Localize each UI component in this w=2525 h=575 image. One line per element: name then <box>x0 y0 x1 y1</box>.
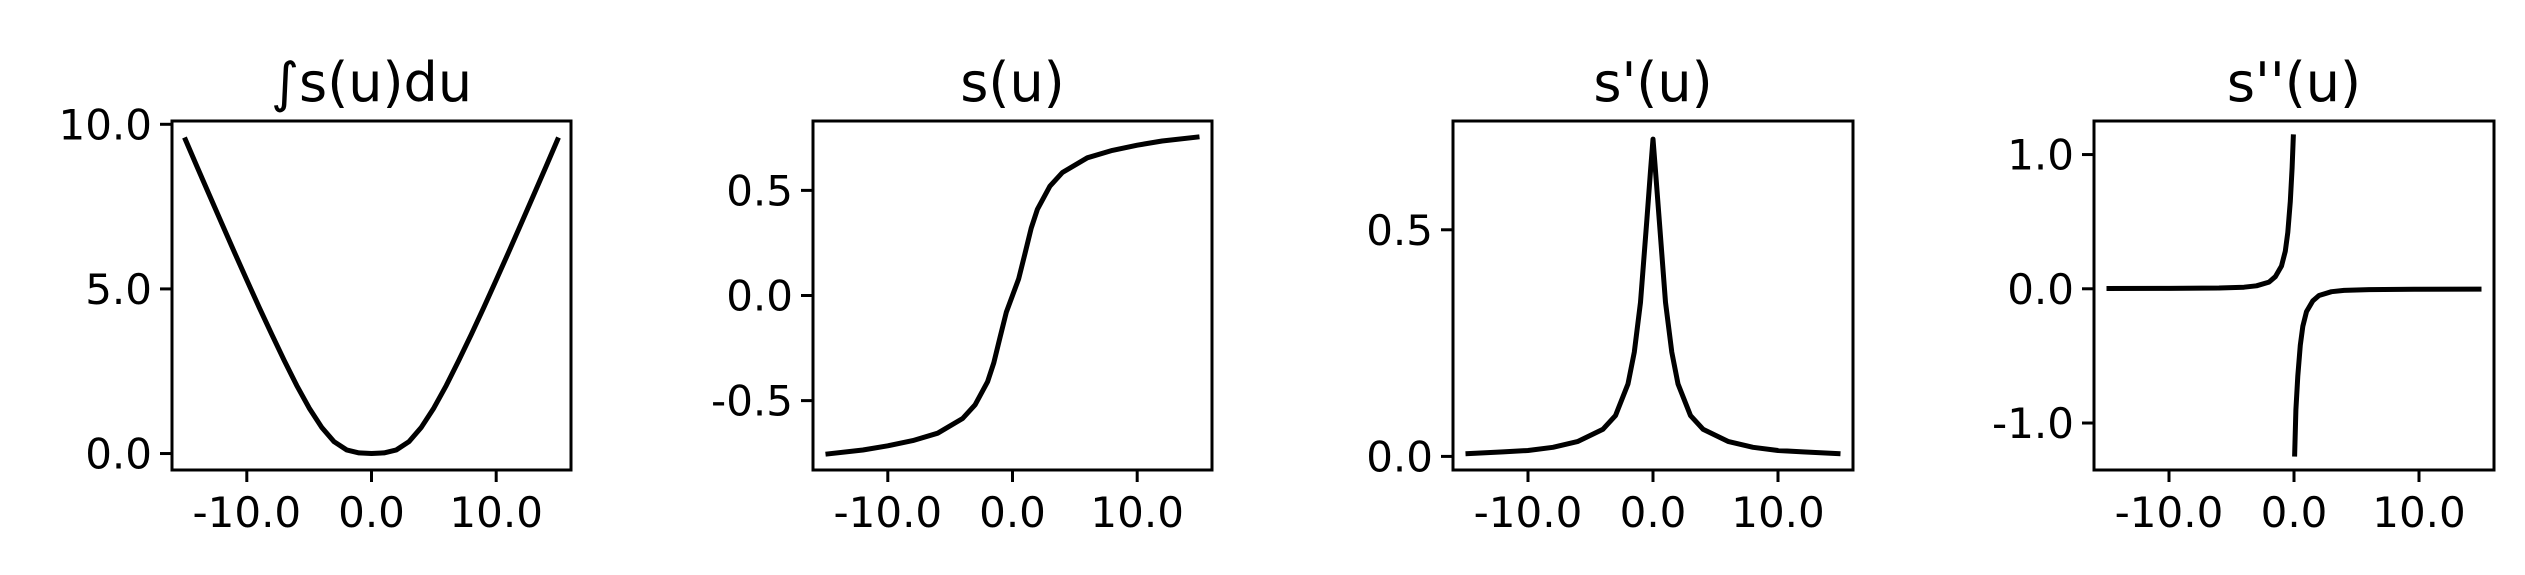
subplot-4: s''(u) -10.0 0.0 10.0 -1.0 0.0 1.0 <box>1992 51 2496 537</box>
x-tick-label: 0.0 <box>2261 488 2328 537</box>
y-tick-label: 0.0 <box>2007 265 2074 314</box>
subplot-3: s'(u) -10.0 0.0 10.0 0.0 0.5 <box>1366 51 1855 537</box>
x-tick-label: 10.0 <box>2372 488 2466 537</box>
x-tick-label: 0.0 <box>979 488 1046 537</box>
subplot-2: s(u) -10.0 0.0 10.0 -0.5 0.0 0.5 <box>711 51 1214 537</box>
x-tick-label: -10.0 <box>833 488 942 537</box>
y-tick-label: 0.5 <box>726 166 793 215</box>
x-tick-label: 10.0 <box>1090 488 1184 537</box>
y-tick-label: -0.5 <box>711 377 793 426</box>
y-tick-label: 0.0 <box>726 272 793 321</box>
subplot-title: ∫s(u)du <box>271 51 472 114</box>
subplot-title: s''(u) <box>2227 51 2361 114</box>
series-line <box>2292 286 2482 457</box>
plot-frame <box>1451 119 1855 472</box>
y-tick-label: 10.0 <box>58 100 152 149</box>
subplot-title: s'(u) <box>1593 51 1712 114</box>
x-tick-label: 0.0 <box>1620 488 1687 537</box>
x-tick-label: -10.0 <box>1474 488 1583 537</box>
x-tick-label: 10.0 <box>449 488 543 537</box>
subplot-title: s(u) <box>960 51 1065 114</box>
subplot-1: ∫s(u)du -10.0 0.0 10.0 0.0 5.0 10.0 <box>58 51 573 537</box>
x-tick-label: 10.0 <box>1731 488 1825 537</box>
y-tick-label: 0.0 <box>1366 432 1433 481</box>
x-tick-label: -10.0 <box>192 488 301 537</box>
y-tick-label: -1.0 <box>1992 399 2074 448</box>
series-line <box>182 136 561 456</box>
y-tick-label: 0.0 <box>85 430 152 479</box>
plot-frame <box>170 119 573 472</box>
series-line <box>825 134 1200 457</box>
y-tick-label: 5.0 <box>85 265 152 314</box>
x-tick-label: 0.0 <box>338 488 405 537</box>
y-tick-label: 0.5 <box>1366 206 1433 255</box>
series-line <box>2106 134 2296 291</box>
y-tick-label: 1.0 <box>2007 131 2074 180</box>
series-line <box>1465 136 1841 457</box>
x-tick-label: -10.0 <box>2115 488 2224 537</box>
